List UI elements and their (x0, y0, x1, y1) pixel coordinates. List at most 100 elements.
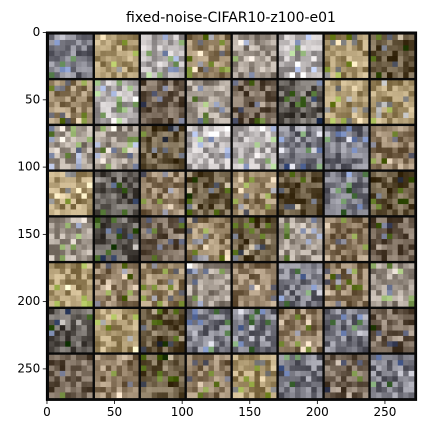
pixel-block (386, 360, 393, 366)
pixel-block (403, 290, 409, 296)
pixel-block (316, 365, 323, 372)
pixel-block (54, 309, 61, 315)
pixel-block (219, 107, 226, 113)
pixel-block (376, 209, 382, 216)
pixel-block (54, 39, 61, 46)
pixel-block (249, 182, 255, 189)
pixel-block (178, 263, 185, 269)
pixel-block (219, 193, 226, 200)
pixel-block (397, 244, 404, 251)
pixel-block (105, 274, 112, 280)
pixel-block (397, 376, 404, 382)
pixel-block (140, 255, 147, 261)
pixel-block (70, 209, 77, 216)
pixel-block (186, 163, 193, 170)
pixel-block (127, 72, 134, 78)
pixel-block (243, 370, 250, 377)
pixel-block (76, 193, 82, 200)
pixel-block (254, 66, 261, 73)
pixel-block (157, 142, 163, 148)
pixel-block (213, 319, 220, 326)
pixel-block (54, 255, 61, 261)
pixel-block (213, 171, 220, 178)
pixel-block (232, 66, 239, 73)
pixel-block (127, 182, 134, 189)
pixel-block (278, 255, 285, 261)
pixel-block (232, 387, 239, 393)
pixel-block (59, 39, 66, 46)
pixel-block (105, 255, 112, 261)
pixel-block (243, 96, 250, 103)
pixel-block (173, 335, 180, 342)
pixel-block (340, 171, 347, 178)
pixel-block (311, 228, 317, 234)
pixel-block (59, 171, 66, 178)
pixel-block (357, 171, 363, 178)
pixel-block (278, 222, 285, 229)
pixel-block (408, 158, 415, 165)
pixel-block (65, 325, 71, 331)
pixel-block (203, 314, 209, 321)
pixel-block (403, 131, 409, 138)
pixel-block (65, 346, 71, 353)
pixel-block (386, 325, 393, 331)
pixel-block (357, 244, 363, 251)
pixel-block (324, 325, 331, 331)
pixel-block (284, 56, 290, 62)
pixel-block (408, 177, 415, 183)
pixel-block (284, 187, 290, 194)
pixel-block (192, 341, 199, 347)
pixel-block (376, 45, 382, 52)
pixel-block (270, 295, 277, 302)
pixel-block (340, 370, 347, 377)
pixel-block (278, 136, 285, 143)
pixel-block (54, 182, 61, 189)
pixel-block (324, 136, 331, 143)
pixel-block (76, 217, 82, 224)
pixel-block (116, 204, 123, 210)
pixel-block (305, 66, 312, 73)
pixel-block (208, 325, 215, 331)
pixel-block (157, 107, 163, 113)
pixel-block (140, 244, 147, 251)
pixel-block (238, 263, 244, 269)
pixel-block (386, 244, 393, 251)
pixel-block (178, 147, 185, 154)
pixel-block (300, 233, 307, 240)
pixel-block (386, 131, 393, 138)
pixel-block (157, 158, 163, 165)
pixel-block (167, 309, 174, 315)
pixel-block (362, 376, 369, 382)
pixel-block (105, 112, 112, 119)
pixel-block (330, 295, 336, 302)
pixel-block (49, 314, 55, 321)
pixel-block (100, 314, 107, 321)
pixel-block (270, 142, 277, 148)
pixel-block (254, 85, 261, 92)
pixel-block (49, 360, 55, 366)
pixel-block (197, 50, 204, 57)
pixel-block (105, 61, 112, 68)
pixel-block (376, 147, 382, 154)
pixel-block (197, 263, 204, 269)
pixel-block (243, 204, 250, 210)
pixel-block (186, 309, 193, 315)
pixel-block (254, 274, 261, 280)
pixel-block (178, 50, 185, 57)
pixel-block (105, 101, 112, 108)
pixel-block (370, 249, 377, 256)
pixel-block (49, 222, 55, 229)
pixel-block (381, 112, 388, 119)
pixel-block (203, 209, 209, 216)
pixel-block (146, 193, 153, 200)
pixel-block (340, 80, 347, 87)
pixel-block (351, 365, 358, 372)
pixel-block (94, 147, 101, 154)
pixel-block (162, 56, 169, 62)
pixel-block (357, 222, 363, 229)
pixel-block (178, 126, 185, 132)
pixel-block (311, 255, 317, 261)
pixel-block (76, 107, 82, 113)
pixel-block (316, 198, 323, 205)
pixel-block (265, 147, 272, 154)
